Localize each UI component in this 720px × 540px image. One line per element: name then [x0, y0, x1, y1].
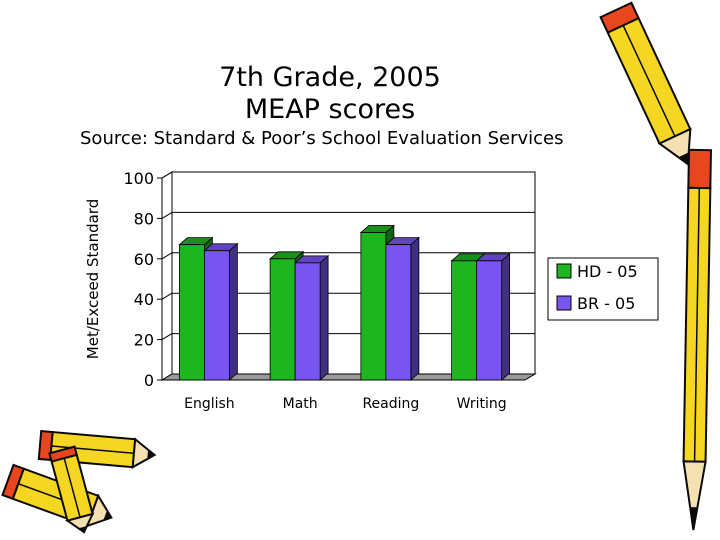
chart-title-line2: MEAP scores — [244, 94, 416, 125]
pencil-top-right-icon — [599, 1, 692, 166]
gridline-side — [161, 171, 173, 179]
bar-side — [319, 254, 329, 381]
bar — [385, 244, 412, 381]
pencil-right-edge-icon — [682, 148, 713, 531]
y-tick-label: 40 — [134, 290, 154, 309]
plot-side-wall — [161, 171, 173, 381]
legend-swatch — [556, 295, 572, 311]
gridline-side — [161, 333, 173, 341]
bar-side — [410, 236, 420, 381]
x-tick-label: English — [184, 396, 235, 412]
pencil-bottom-left-3-icon — [48, 445, 95, 534]
y-tick-label: 60 — [134, 250, 154, 269]
y-tick-label: 20 — [134, 331, 154, 350]
bar — [269, 258, 296, 381]
legend-label: BR - 05 — [577, 294, 635, 313]
gridline-side — [161, 292, 173, 300]
bar — [178, 244, 205, 381]
y-tick-label: 80 — [134, 209, 154, 228]
x-tick-label: Reading — [362, 396, 419, 412]
legend-swatch — [556, 263, 572, 279]
gridline-side — [161, 211, 173, 219]
bar — [476, 260, 503, 381]
y-tick-label: 0 — [144, 371, 154, 390]
bar — [451, 260, 478, 381]
bar — [294, 262, 321, 381]
chart-title-line1: 7th Grade, 2005 — [219, 62, 441, 93]
gridline-side — [161, 252, 173, 260]
bar — [203, 250, 230, 381]
bar-side — [501, 252, 511, 381]
y-axis-label: Met/Exceed Standard — [84, 199, 102, 359]
y-tick-label: 100 — [123, 169, 154, 188]
legend-label: HD - 05 — [577, 262, 638, 281]
bar-side — [228, 242, 238, 381]
chart-source: Source: Standard & Poor’s School Evaluat… — [80, 128, 564, 149]
bar — [360, 232, 387, 381]
x-tick-label: Math — [283, 396, 318, 412]
x-tick-label: Writing — [457, 396, 507, 412]
